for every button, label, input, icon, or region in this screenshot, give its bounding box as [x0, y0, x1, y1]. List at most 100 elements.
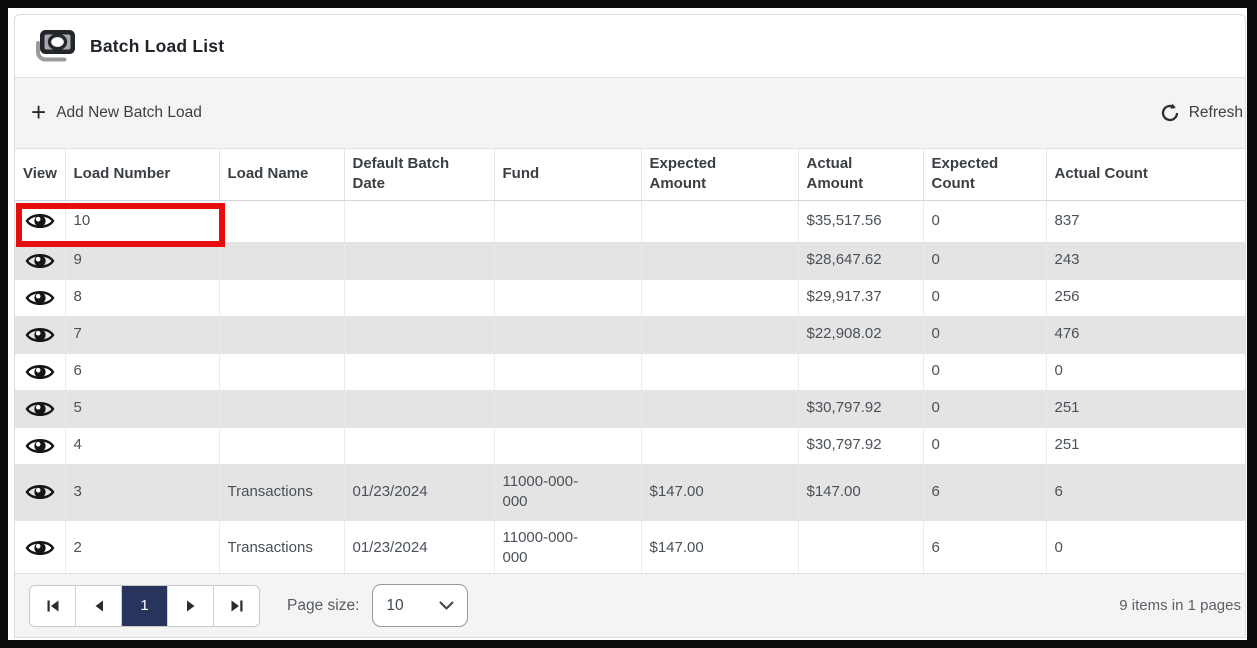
actual-count-cell: 0	[1045, 520, 1245, 577]
actual-count-cell: 476	[1045, 316, 1245, 354]
expected-amount-cell	[640, 200, 798, 243]
actual-amount-cell	[797, 520, 923, 577]
load-name-cell: Transactions	[218, 464, 344, 521]
column-header-expected_amount[interactable]: Expected Amount	[640, 149, 798, 201]
add-new-batch-load-button[interactable]: + Add New Batch Load	[31, 97, 202, 127]
eye-icon[interactable]	[25, 287, 55, 309]
column-header-load_number[interactable]: Load Number	[64, 149, 219, 201]
column-header-actual_amount[interactable]: Actual Amount	[797, 149, 923, 201]
prev-page-button[interactable]	[75, 585, 121, 626]
batch-load-table: View Load Number Load Name Default Batch Da…	[15, 149, 1245, 577]
pager-bar: 1 Page size: 10	[15, 573, 1245, 637]
plus-icon: +	[31, 97, 47, 127]
expected-amount-cell: $147.00	[640, 464, 798, 521]
prev-page-icon	[95, 600, 103, 611]
load-name-cell	[218, 242, 344, 280]
default-batch-date-cell	[343, 390, 494, 428]
view-cell[interactable]	[15, 200, 65, 243]
default-batch-date-cell	[343, 242, 494, 280]
header-row: View Load Number Load Name Default Batch Da…	[15, 149, 1245, 201]
actual-amount-cell: $30,797.92	[797, 427, 923, 465]
load-name-cell: Transactions	[218, 520, 344, 577]
eye-icon[interactable]	[25, 250, 55, 272]
view-cell[interactable]	[15, 353, 65, 391]
fund-cell	[493, 279, 641, 317]
view-cell[interactable]	[15, 464, 65, 521]
column-header-expected_count[interactable]: Expected Count	[922, 149, 1046, 201]
first-page-icon	[47, 600, 58, 611]
expected-count-cell: 6	[922, 464, 1046, 521]
view-cell[interactable]	[15, 390, 65, 428]
load-name-cell	[218, 279, 344, 317]
eye-icon[interactable]	[25, 537, 55, 559]
actual-amount-cell: $30,797.92	[797, 390, 923, 428]
load-number-cell: 5	[64, 390, 219, 428]
table-row: 7 $22,908.02 0 476	[15, 316, 1245, 354]
last-page-button[interactable]	[213, 585, 259, 626]
default-batch-date-cell	[343, 427, 494, 465]
default-batch-date-cell	[343, 316, 494, 354]
load-number-cell: 6	[64, 353, 219, 391]
refresh-button[interactable]: Refresh	[1160, 103, 1243, 123]
load-number-cell: 8	[64, 279, 219, 317]
fund-cell	[493, 353, 641, 391]
actual-amount-cell	[797, 353, 923, 391]
actual-amount-cell: $28,647.62	[797, 242, 923, 280]
next-page-button[interactable]	[167, 585, 213, 626]
page-size-dropdown[interactable]: 10	[372, 584, 469, 627]
view-cell[interactable]	[15, 242, 65, 280]
expected-count-cell: 0	[922, 279, 1046, 317]
view-cell[interactable]	[15, 279, 65, 317]
default-batch-date-cell	[343, 353, 494, 391]
page-size-value: 10	[386, 596, 404, 614]
expected-count-cell: 6	[922, 520, 1046, 577]
default-batch-date-cell: 01/23/2024	[343, 520, 494, 577]
grid-toolbar: + Add New Batch Load Refresh	[15, 78, 1245, 149]
column-header-default_batch_date[interactable]: Default Batch Date	[343, 149, 494, 201]
last-page-icon	[231, 600, 242, 611]
eye-icon[interactable]	[25, 398, 55, 420]
cash-icon	[31, 28, 77, 64]
table-body: 10 $35,517.56 0 837 9 $28,647.62 0 243 8 $29,91…	[15, 200, 1245, 577]
default-batch-date-cell	[343, 279, 494, 317]
column-header-view[interactable]: View	[15, 149, 65, 201]
expected-count-cell: 0	[922, 427, 1046, 465]
eye-icon[interactable]	[25, 210, 55, 232]
view-cell[interactable]	[15, 520, 65, 577]
fund-cell	[493, 242, 641, 280]
refresh-icon	[1160, 103, 1180, 123]
expected-amount-cell	[640, 353, 798, 391]
eye-icon[interactable]	[25, 324, 55, 346]
default-batch-date-cell	[343, 200, 494, 243]
load-number-cell: 9	[64, 242, 219, 280]
actual-count-cell: 256	[1045, 279, 1245, 317]
current-page-button[interactable]: 1	[121, 585, 167, 626]
page-size-label: Page size:	[287, 596, 360, 614]
default-batch-date-cell: 01/23/2024	[343, 464, 494, 521]
load-name-cell	[218, 316, 344, 354]
view-cell[interactable]	[15, 427, 65, 465]
column-header-fund[interactable]: Fund	[493, 149, 641, 201]
refresh-button-label: Refresh	[1188, 104, 1243, 121]
eye-icon[interactable]	[25, 481, 55, 503]
load-name-cell	[218, 390, 344, 428]
expected-count-cell: 0	[922, 316, 1046, 354]
table-row: 9 $28,647.62 0 243	[15, 242, 1245, 280]
column-header-actual_count[interactable]: Actual Count	[1045, 149, 1245, 201]
batch-load-panel: Batch Load List + Add New Batch Load Ref…	[14, 14, 1246, 638]
frame-notch	[515, 0, 525, 5]
first-page-button[interactable]	[30, 585, 75, 626]
expected-amount-cell: $147.00	[640, 520, 798, 577]
eye-icon[interactable]	[25, 435, 55, 457]
eye-icon[interactable]	[25, 361, 55, 383]
column-header-load_name[interactable]: Load Name	[218, 149, 344, 201]
actual-count-cell: 243	[1045, 242, 1245, 280]
actual-count-cell: 251	[1045, 427, 1245, 465]
fund-cell	[493, 200, 641, 243]
load-number-cell: 4	[64, 427, 219, 465]
page-title: Batch Load List	[90, 35, 225, 56]
view-cell[interactable]	[15, 316, 65, 354]
load-number-cell: 10	[64, 200, 219, 243]
